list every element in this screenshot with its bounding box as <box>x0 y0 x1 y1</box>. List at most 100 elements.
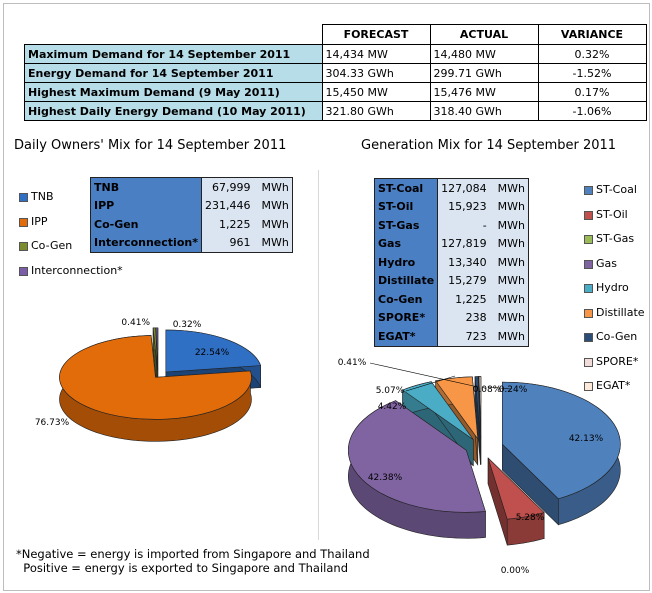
energy-value: - <box>437 216 490 235</box>
table-row: Co-Gen 1,225 MWh <box>90 215 293 234</box>
table-row: Highest Daily Energy Demand (10 May 2011… <box>24 101 647 121</box>
actual-value: 299.71 GWh <box>429 63 539 83</box>
actual-value: 318.40 GWh <box>429 101 539 121</box>
unit-label: MWh <box>253 215 293 234</box>
table-row: Hydro 13,340 MWh <box>374 253 529 272</box>
data-label: 0.08% <box>473 385 502 395</box>
pie-slice-st-oil <box>487 457 545 546</box>
legend-item: IPP <box>19 215 123 240</box>
unit-label: MWh <box>489 197 529 216</box>
header-forecast: FORECAST <box>321 24 431 45</box>
energy-value: 961 <box>201 233 254 253</box>
table-row: Maximum Demand for 14 September 2011 14,… <box>24 44 647 64</box>
legend-swatch <box>19 217 28 227</box>
variance-value: 0.17% <box>537 82 647 102</box>
legend-swatch <box>584 259 593 269</box>
legend-item: EGAT* <box>584 379 645 404</box>
footnote: *Negative = energy is imported from Sing… <box>16 547 370 575</box>
forecast-value: 321.80 GWh <box>321 101 431 121</box>
unit-label: MWh <box>253 196 293 215</box>
legend-item: ST-Gas <box>584 232 645 257</box>
legend-item: Gas <box>584 257 645 282</box>
data-label: 0.41% <box>338 358 367 368</box>
table-row: Gas 127,819 MWh <box>374 234 529 253</box>
forecast-value: 304.33 GWh <box>321 63 431 83</box>
data-label: 4.42% <box>378 402 407 412</box>
forecast-value: 14,434 MW <box>321 44 431 64</box>
data-label: 5.07% <box>376 386 405 396</box>
legend-swatch <box>584 308 593 318</box>
energy-value: 238 <box>437 308 490 327</box>
table-row: ST-Gas - MWh <box>374 216 529 235</box>
legend-swatch <box>584 284 593 293</box>
energy-value: 127,819 <box>437 234 490 253</box>
legend-label: Hydro <box>596 281 629 294</box>
source-name: Distillate <box>374 271 439 290</box>
pie-slice-ipp <box>59 335 252 442</box>
unit-label: MWh <box>253 233 293 253</box>
source-name: EGAT* <box>374 327 439 346</box>
unit-label: MWh <box>489 290 529 309</box>
row-label: Energy Demand for 14 September 2011 <box>24 63 323 83</box>
generation-mix-title: Generation Mix for 14 September 2011 <box>361 138 617 153</box>
header-empty <box>25 25 323 45</box>
owners-mix-table: TNB 67,999 MWh IPP 231,446 MWh Co-Gen 1,225 MWh I… <box>90 177 293 253</box>
table-row: EGAT* 723 MWh <box>374 327 529 346</box>
leader-line <box>405 375 456 392</box>
unit-label: MWh <box>489 178 529 198</box>
source-name: Interconnection* <box>90 233 202 253</box>
generation-mix-table: ST-Coal 127,084 MWh ST-Oil 15,923 MWh ST-Gas - M… <box>374 178 530 347</box>
source-name: SPORE* <box>374 308 439 327</box>
row-label: Highest Daily Energy Demand (10 May 2011… <box>24 101 323 121</box>
source-name: ST-Oil <box>374 197 439 216</box>
unit-label: MWh <box>253 177 293 197</box>
pie-slice-st-coal <box>502 381 621 526</box>
energy-value: 15,279 <box>437 271 490 290</box>
legend-item: ST-Coal <box>584 183 645 208</box>
energy-value: 723 <box>437 327 490 346</box>
legend-item: ST-Oil <box>584 208 645 233</box>
source-name: Gas <box>374 234 439 253</box>
table-row: Distillate 15,279 MWh <box>374 271 529 290</box>
legend-label: Co-Gen <box>31 239 73 252</box>
energy-value: 231,446 <box>201 196 254 215</box>
data-label: 0.41% <box>121 318 150 328</box>
actual-value: 14,480 MW <box>429 44 539 64</box>
owners-mix-title: Daily Owners' Mix for 14 September 2011 <box>14 138 287 153</box>
variance-value: 0.32% <box>537 44 647 64</box>
legend-label: SPORE* <box>596 354 639 368</box>
source-name: Hydro <box>374 253 439 272</box>
data-label: 0.32% <box>173 320 202 330</box>
energy-value: 15,923 <box>437 197 490 216</box>
generation-pie-chart: 42.13% 5.28% 0.00% 42.38% 4.42% 5.07% 0.41% 0.0… <box>338 358 621 575</box>
demand-table-header: FORECAST ACTUAL VARIANCE <box>25 24 647 45</box>
energy-value: 1,225 <box>201 215 254 234</box>
legend-swatch <box>584 235 593 244</box>
legend-swatch <box>584 357 593 367</box>
legend-swatch <box>19 242 28 251</box>
legend-label: EGAT* <box>596 379 631 392</box>
source-name: ST-Coal <box>374 178 439 198</box>
legend-swatch <box>584 382 593 391</box>
legend-label: ST-Gas <box>596 232 635 245</box>
row-label: Highest Maximum Demand (9 May 2011) <box>24 82 323 102</box>
data-label: 42.38% <box>368 473 403 483</box>
actual-value: 15,476 MW <box>429 82 539 102</box>
legend-label: TNB <box>31 190 54 203</box>
data-label: 22.54% <box>195 348 230 358</box>
table-row: Highest Maximum Demand (9 May 2011) 15,4… <box>24 82 647 102</box>
legend-item: Co-Gen <box>19 239 123 264</box>
source-name: Co-Gen <box>90 215 202 234</box>
source-name: ST-Gas <box>374 216 439 235</box>
unit-label: MWh <box>489 308 529 327</box>
source-name: TNB <box>90 177 202 197</box>
table-row: IPP 231,446 MWh <box>90 196 293 215</box>
legend-label: Gas <box>596 256 617 270</box>
legend-item: Hydro <box>584 281 645 306</box>
legend-swatch <box>584 333 593 342</box>
legend-label: IPP <box>31 214 48 228</box>
legend-item: Interconnection* <box>19 264 123 289</box>
leader-line <box>487 386 512 390</box>
source-name: Co-Gen <box>374 290 439 309</box>
variance-value: -1.52% <box>537 63 647 83</box>
